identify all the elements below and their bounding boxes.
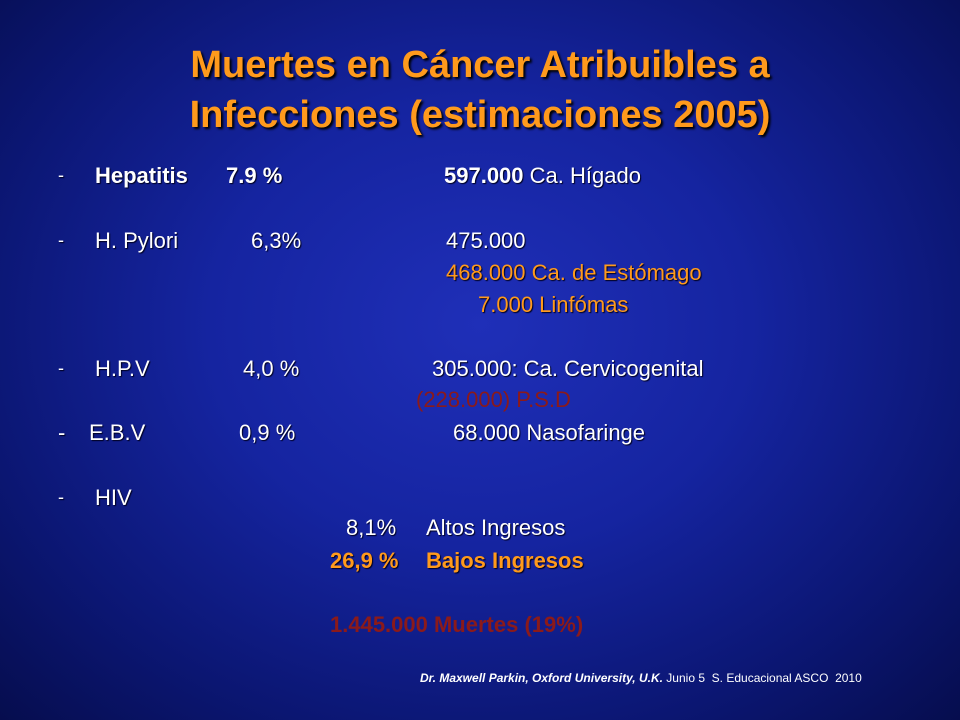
title-line-1: Muertes en Cáncer Atribuibles a [190,44,770,86]
credit-event: Junio 5 S. Educacional ASCO 2010 [662,671,862,685]
bullet-dash: - [58,230,64,250]
hiv-high-income-percent: 8,1% [346,515,397,540]
ebv-deaths: 68.000 Nasofaringe [453,420,646,445]
hpylori-lymphoma: 7.000 Linfómas [478,292,629,317]
bullet-dash: - [58,487,64,507]
bullet-dash: - [58,420,66,445]
hiv-low-income-percent: 26,9 % [330,548,399,573]
ebv-label: E.B.V [89,420,146,445]
hpv-percent: 4,0 % [243,356,300,381]
hpylori-label: H. Pylori [95,228,179,253]
hepatitis-deaths: 597.000 Ca. Hígado [444,163,641,189]
hepatitis-percent: 7.9 % [226,163,283,188]
hiv-label: HIV [95,485,132,510]
credit-author: Dr. Maxwell Parkin, Oxford University, U… [420,671,663,685]
bullet-dash: - [58,358,64,378]
bullet-dash: - [58,165,64,185]
slide-title: Muertes en Cáncer Atribuibles a Infeccio… [0,40,960,140]
title-line-2: Infecciones (estimaciones 2005) [189,94,771,136]
total-deaths: 1.445.000 Muertes (19%) [330,612,584,637]
hiv-high-income-label: Altos Ingresos [426,515,566,540]
hpv-psd: (228.000) P.S.D [416,387,571,412]
hpylori-stomach: 468.000 Ca. de Estómago [446,260,702,285]
hpv-label: H.P.V [95,356,150,381]
hepatitis-number: 597.000 [444,163,524,188]
hiv-low-income-label: Bajos Ingresos [426,548,584,573]
hpv-deaths: 305.000: Ca. Cervicogenital [432,356,704,381]
ebv-percent: 0,9 % [239,420,296,445]
source-credit: Dr. Maxwell Parkin, Oxford University, U… [420,671,910,685]
hpylori-deaths: 475.000 [446,228,526,253]
hpylori-percent: 6,3% [251,228,302,253]
hepatitis-site: Ca. Hígado [523,163,641,188]
hepatitis-label: Hepatitis [95,163,188,188]
